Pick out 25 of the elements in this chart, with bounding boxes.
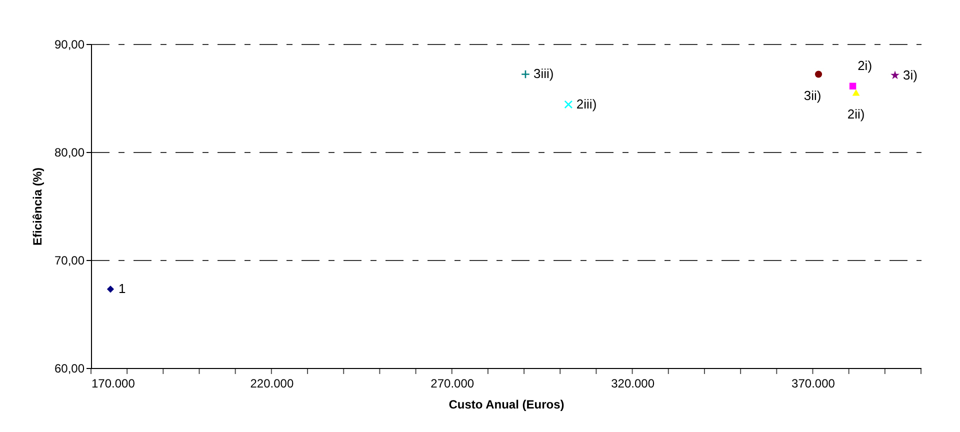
- series-label: 2iii): [576, 96, 597, 112]
- y-tick-label: 90,00: [54, 38, 85, 52]
- x-tick-label: 320.000: [611, 376, 655, 390]
- x-tick-label: 270.000: [430, 376, 474, 390]
- y-tick-label: 80,00: [54, 146, 85, 160]
- x-tick-label: 370.000: [792, 376, 836, 390]
- point: [852, 89, 860, 96]
- series-label: 2ii): [847, 106, 865, 122]
- series-label: 2i): [858, 58, 872, 74]
- point: [106, 286, 114, 293]
- point: [564, 100, 573, 109]
- series-label: 3i): [903, 67, 918, 82]
- series-label: 1: [118, 281, 126, 296]
- x-tick-label: 220.000: [250, 376, 294, 390]
- series-label: 3ii): [804, 88, 822, 104]
- point: [520, 70, 530, 79]
- y-tick-label: 70,00: [54, 254, 85, 268]
- series-label: 3iii): [533, 66, 554, 82]
- point: [890, 70, 900, 80]
- point: [849, 82, 856, 90]
- y-tick-label: 60,00: [54, 362, 85, 376]
- point: [814, 70, 822, 78]
- x-axis-title: Custo Anual (Euros): [448, 398, 564, 412]
- x-tick-label: 170.000: [92, 376, 136, 390]
- y-axis-title: Eficiência (%): [30, 167, 44, 246]
